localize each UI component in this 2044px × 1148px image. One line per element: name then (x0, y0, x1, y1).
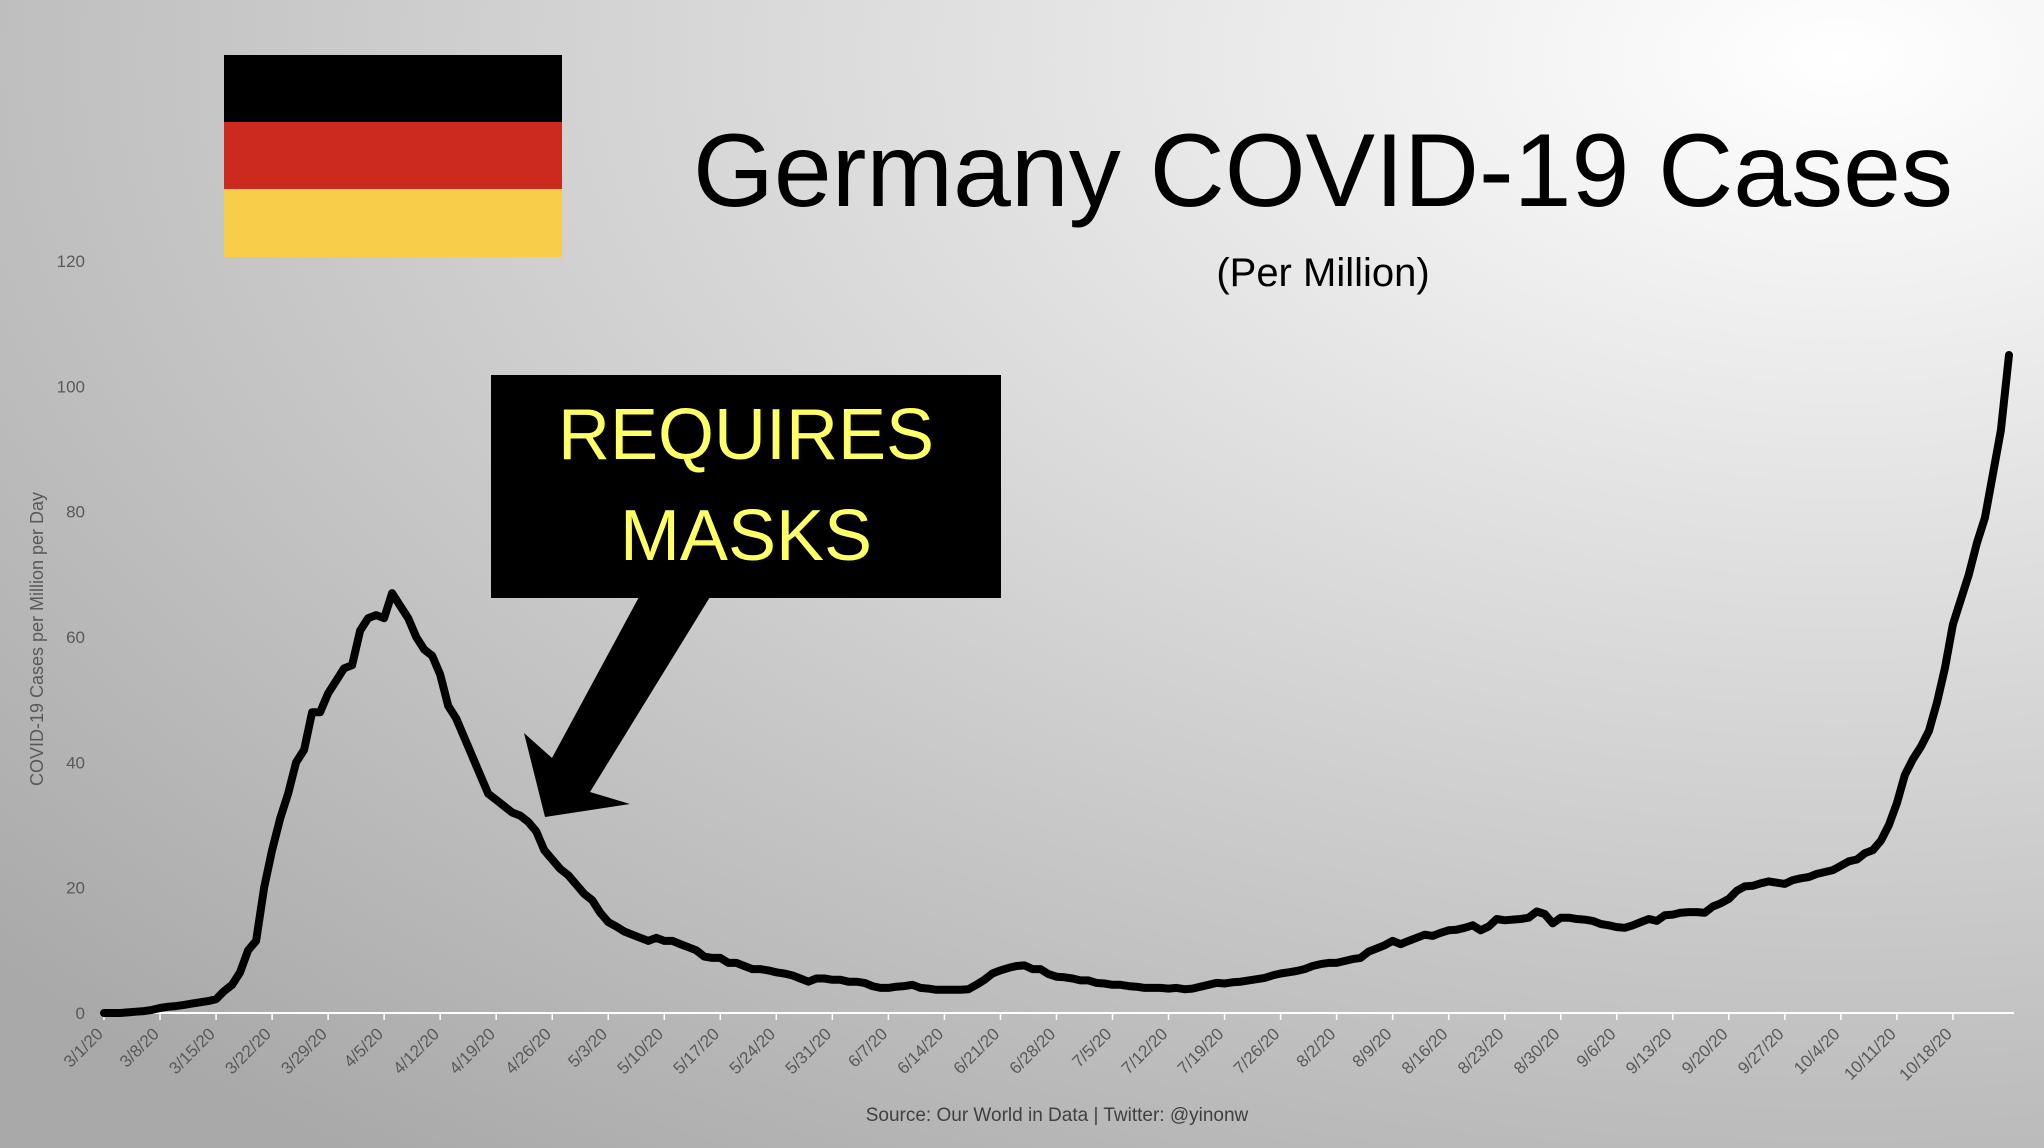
annotation: REQUIRES MASKS (491, 375, 1001, 817)
y-tick-label: 80 (66, 503, 85, 522)
annotation-text: REQUIRES (558, 395, 934, 475)
annotation-arrow (524, 597, 710, 817)
y-tick-label: 120 (57, 252, 85, 271)
data-line (100, 351, 2013, 1017)
flag-stripe (224, 189, 562, 257)
y-tick-label: 0 (76, 1004, 85, 1023)
annotation-box (491, 375, 1001, 598)
flag-stripe (224, 55, 562, 123)
y-tick-label: 60 (66, 628, 85, 647)
y-axis-label: COVID-19 Cases per Million per Day (27, 492, 47, 786)
y-tick-label: 20 (66, 879, 85, 898)
flag-stripe (224, 122, 562, 190)
y-tick-label: 100 (57, 377, 85, 396)
chart-title: Germany COVID-19 Cases (693, 113, 1953, 229)
chart-subtitle: (Per Million) (1216, 251, 1429, 295)
y-tick-label: 40 (66, 753, 85, 772)
annotation-text: MASKS (620, 496, 872, 576)
source: Source: Our World in Data | Twitter: @yi… (866, 1105, 1249, 1126)
flag (224, 55, 562, 257)
